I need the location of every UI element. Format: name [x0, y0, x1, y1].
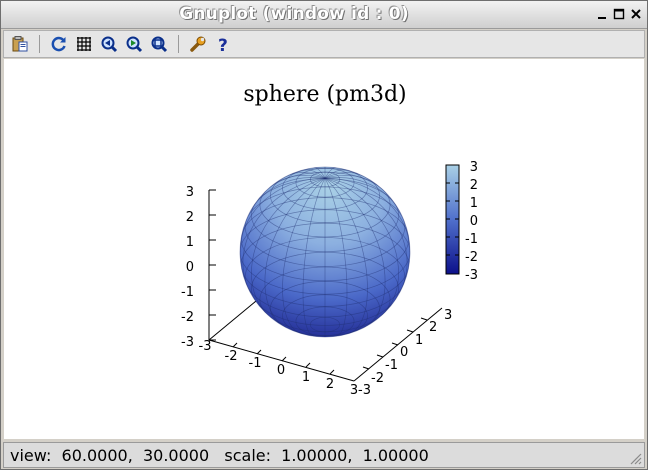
- colorbar-tick-label: -1: [465, 232, 478, 247]
- colorbar-tick-label: -3: [465, 268, 478, 283]
- y-tick-label: -1: [385, 358, 398, 373]
- window-title: Gnuplot (window id : 0): [179, 4, 409, 24]
- x-tick-label: 3: [350, 383, 358, 398]
- colorbar-tick-label: -2: [465, 250, 478, 265]
- z-tick-label: -2: [181, 310, 194, 325]
- window-controls: [595, 7, 643, 21]
- sphere-surface: [239, 166, 411, 338]
- colorbar-tick-label: 0: [470, 214, 478, 229]
- y-tick-label: -2: [371, 371, 384, 386]
- y-axis-ticks: [362, 317, 428, 370]
- x-tick-label: 2: [326, 377, 334, 392]
- z-tick-label: 3: [186, 185, 194, 200]
- y-tick-label: 1: [415, 333, 423, 348]
- colorbar-tick-label: 2: [470, 178, 478, 193]
- x-tick-label: -1: [249, 356, 262, 371]
- toolbar-separator: [39, 35, 40, 53]
- y-tick-label: -3: [358, 383, 371, 398]
- status-text: view: 60.0000, 30.0000 scale: 1.00000, 1…: [10, 446, 429, 465]
- x-axis-ticks: [232, 342, 335, 375]
- y-axis-tick-labels: -3 -2 -1 0 1 2 3: [358, 308, 452, 398]
- colorbar-tick-label: 1: [470, 196, 478, 211]
- help-icon: ?: [218, 36, 228, 53]
- help-button[interactable]: ?: [212, 33, 234, 55]
- status-bar: view: 60.0000, 30.0000 scale: 1.00000, 1…: [3, 442, 645, 468]
- x-axis-tick-labels: -3 -2 -1 0 1 2 3: [199, 339, 359, 398]
- svg-text:?: ?: [218, 36, 228, 53]
- toggle-grid-button[interactable]: [73, 33, 95, 55]
- previous-zoom-button[interactable]: [98, 33, 120, 55]
- toolbar-separator: [178, 35, 179, 53]
- x-tick-label: -2: [225, 349, 238, 364]
- wrench-icon: [190, 36, 206, 52]
- replot-button[interactable]: [48, 33, 70, 55]
- z-tick-label: -1: [181, 285, 194, 300]
- z-tick-label: 1: [186, 235, 194, 250]
- plot-area[interactable]: sphere (pm3d) 3 2 1 0 -1 -2 -3: [4, 59, 644, 439]
- colorbar: [445, 164, 460, 275]
- z-tick-label: -3: [181, 335, 194, 350]
- zoom-autoscale-icon: [151, 36, 168, 53]
- z-tick-label: 2: [186, 210, 194, 225]
- resize-grip-icon[interactable]: [628, 451, 642, 465]
- copy-to-clipboard-button[interactable]: [9, 33, 31, 55]
- grid-icon: [77, 37, 91, 51]
- zoom-previous-icon: [101, 36, 118, 53]
- z-axis-tick-labels: 3 2 1 0 -1 -2 -3: [181, 185, 194, 350]
- refresh-icon: [51, 36, 66, 52]
- autoscale-button[interactable]: [148, 33, 170, 55]
- minimize-icon[interactable]: [595, 7, 609, 21]
- x-tick-label: 1: [302, 370, 310, 385]
- maximize-icon[interactable]: [612, 7, 626, 21]
- x-tick-label: -3: [199, 339, 212, 354]
- toolbar: ?: [3, 30, 645, 58]
- close-icon[interactable]: [629, 7, 643, 21]
- clipboard-icon: [12, 36, 28, 52]
- plot-title: sphere (pm3d): [243, 82, 406, 107]
- z-axis: [208, 189, 216, 341]
- zoom-next-icon: [126, 36, 143, 53]
- colorbar-tick-label: 3: [470, 160, 478, 175]
- colorbar-tick-labels: 3 2 1 0 -1 -2 -3: [465, 160, 478, 283]
- y-tick-label: 2: [429, 320, 437, 335]
- y-tick-label: 0: [400, 345, 408, 360]
- title-bar[interactable]: Gnuplot (window id : 0): [1, 1, 647, 29]
- options-button[interactable]: [187, 33, 209, 55]
- z-tick-label: 0: [186, 260, 194, 275]
- x-tick-label: 0: [277, 363, 285, 378]
- next-zoom-button[interactable]: [123, 33, 145, 55]
- y-tick-label: 3: [444, 308, 452, 323]
- plot-canvas: sphere (pm3d) 3 2 1 0 -1 -2 -3: [181, 82, 478, 398]
